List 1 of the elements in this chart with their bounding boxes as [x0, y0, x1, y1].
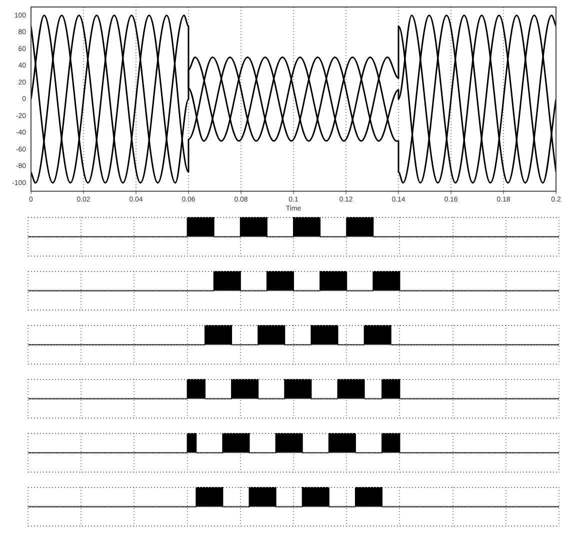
line-series — [31, 14, 556, 184]
